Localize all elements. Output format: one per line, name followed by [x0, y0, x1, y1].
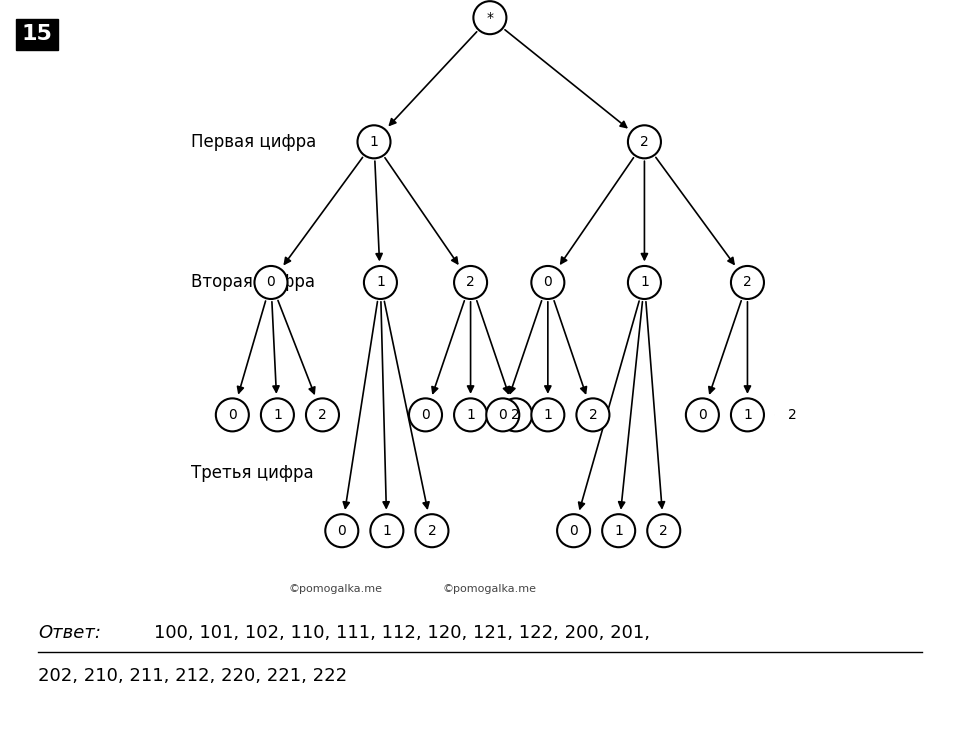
- Text: 0: 0: [543, 275, 552, 290]
- Circle shape: [487, 398, 519, 432]
- Text: 0: 0: [498, 408, 507, 422]
- Text: 2: 2: [318, 408, 326, 422]
- Text: Вторая цифра: Вторая цифра: [191, 274, 315, 292]
- Circle shape: [409, 398, 442, 432]
- Text: 2: 2: [512, 408, 520, 422]
- Text: 0: 0: [569, 524, 578, 538]
- Circle shape: [306, 398, 339, 432]
- Text: 15: 15: [21, 24, 52, 44]
- Text: 1: 1: [640, 275, 649, 290]
- Circle shape: [628, 266, 660, 299]
- Text: 0: 0: [421, 408, 430, 422]
- Text: 2: 2: [467, 275, 475, 290]
- Text: 2: 2: [427, 524, 436, 538]
- Text: 2: 2: [588, 408, 597, 422]
- Text: 2: 2: [788, 408, 797, 422]
- Circle shape: [628, 125, 660, 158]
- Circle shape: [647, 514, 681, 547]
- Circle shape: [473, 2, 507, 34]
- Text: 1: 1: [467, 408, 475, 422]
- Text: Третья цифра: Третья цифра: [191, 463, 314, 482]
- Circle shape: [454, 266, 487, 299]
- Text: *: *: [487, 11, 493, 25]
- Text: ©pomogalka.me: ©pomogalka.me: [443, 584, 537, 593]
- Text: 2: 2: [660, 524, 668, 538]
- Circle shape: [325, 514, 358, 547]
- Text: 202, 210, 211, 212, 220, 221, 222: 202, 210, 211, 212, 220, 221, 222: [38, 667, 348, 685]
- Text: 0: 0: [337, 524, 347, 538]
- Text: 0: 0: [267, 275, 276, 290]
- Text: 1: 1: [273, 408, 282, 422]
- Text: Ответ:: Ответ:: [38, 624, 102, 642]
- Text: 2: 2: [743, 275, 752, 290]
- Circle shape: [261, 398, 294, 432]
- Circle shape: [685, 398, 719, 432]
- Text: 1: 1: [370, 135, 378, 149]
- Text: ©pomogalka.me: ©pomogalka.me: [288, 584, 382, 593]
- Text: 1: 1: [382, 524, 392, 538]
- Circle shape: [531, 398, 564, 432]
- Text: 1: 1: [614, 524, 623, 538]
- Circle shape: [576, 398, 610, 432]
- Circle shape: [357, 125, 391, 158]
- Text: Первая цифра: Первая цифра: [191, 133, 316, 150]
- Circle shape: [531, 266, 564, 299]
- Circle shape: [216, 398, 249, 432]
- Text: 1: 1: [743, 408, 752, 422]
- Circle shape: [371, 514, 403, 547]
- Text: 0: 0: [698, 408, 707, 422]
- Text: 0: 0: [228, 408, 237, 422]
- Circle shape: [416, 514, 448, 547]
- Circle shape: [254, 266, 287, 299]
- Circle shape: [364, 266, 396, 299]
- Circle shape: [454, 398, 487, 432]
- Circle shape: [776, 398, 809, 432]
- Circle shape: [499, 398, 532, 432]
- Circle shape: [557, 514, 590, 547]
- Text: 2: 2: [640, 135, 649, 149]
- Circle shape: [602, 514, 636, 547]
- Text: 1: 1: [543, 408, 552, 422]
- Text: 1: 1: [376, 275, 385, 290]
- Circle shape: [731, 266, 764, 299]
- Text: 100, 101, 102, 110, 111, 112, 120, 121, 122, 200, 201,: 100, 101, 102, 110, 111, 112, 120, 121, …: [154, 624, 650, 642]
- Circle shape: [731, 398, 764, 432]
